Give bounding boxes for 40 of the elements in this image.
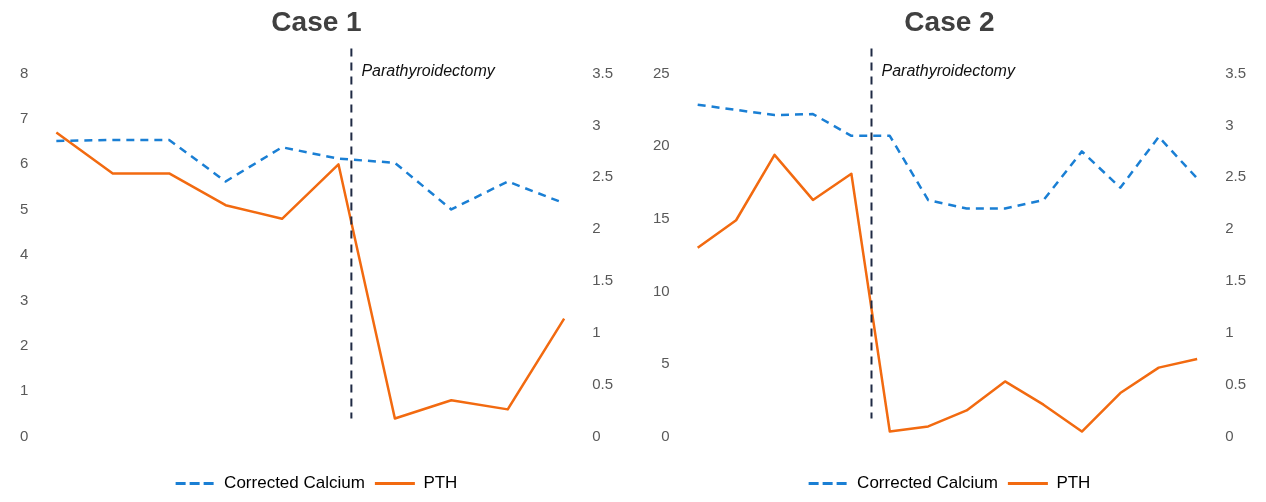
- y-tick-label: 6: [20, 154, 29, 172]
- y-tick-label: 0: [661, 426, 670, 444]
- y-tick-label: 25: [653, 63, 670, 81]
- y-tick-label: 5: [20, 199, 29, 217]
- y-tick-label: 8: [20, 63, 29, 81]
- y2-tick-label: 3: [592, 115, 601, 133]
- y2-tick-label: 0.5: [1225, 374, 1247, 392]
- y-tick-label: 5: [661, 354, 670, 372]
- y-tick-label: 4: [20, 245, 29, 263]
- y2-tick-label: 0.5: [592, 374, 614, 392]
- legend-label: PTH: [1056, 473, 1091, 493]
- y2-tick-label: 2: [592, 219, 601, 237]
- y-tick-label: 1: [20, 381, 29, 399]
- y-tick-label: 10: [653, 281, 670, 299]
- y-tick-label: 20: [653, 136, 670, 154]
- y2-tick-label: 1.5: [592, 271, 614, 289]
- y2-tick-label: 2.5: [1225, 167, 1247, 185]
- annotation: Parathyroidectomy: [881, 62, 1016, 80]
- y2-tick-label: 3: [1225, 115, 1234, 133]
- line-series: [696, 103, 1199, 210]
- y2-tick-label: 1: [592, 323, 601, 341]
- y-tick-label: 7: [20, 109, 29, 127]
- y2-tick-label: 2.5: [592, 167, 614, 185]
- y2-tick-label: 1: [1225, 323, 1234, 341]
- legend-label: Corrected Calcium: [857, 473, 998, 493]
- y-tick-label: 15: [653, 208, 670, 226]
- y-tick-label: 2: [20, 335, 29, 353]
- chart-title: Case 2: [904, 5, 995, 37]
- legend-label: PTH: [423, 473, 458, 493]
- y2-tick-label: 2: [1225, 219, 1234, 237]
- annotation: Parathyroidectomy: [361, 62, 496, 80]
- y-tick-label: 3: [20, 290, 29, 308]
- y2-tick-label: 3.5: [592, 63, 614, 81]
- chart-title: Case 1: [271, 5, 362, 37]
- y2-tick-label: 1.5: [1225, 271, 1247, 289]
- y-tick-label: 0: [20, 426, 29, 444]
- legend-label: Corrected Calcium: [224, 473, 365, 493]
- y2-tick-label: 0: [592, 426, 601, 444]
- y2-tick-label: 3.5: [1225, 63, 1247, 81]
- y2-tick-label: 0: [1225, 426, 1234, 444]
